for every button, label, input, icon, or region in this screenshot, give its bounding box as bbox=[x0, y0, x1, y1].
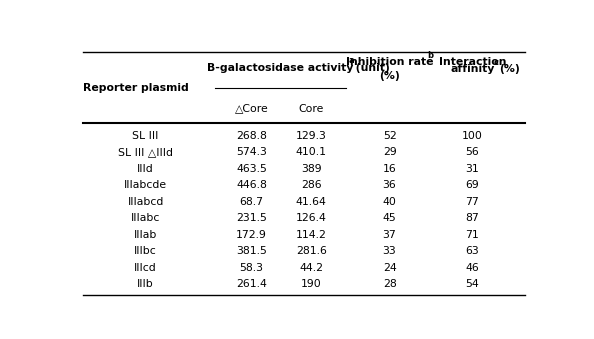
Text: 29: 29 bbox=[383, 147, 396, 157]
Text: Core: Core bbox=[299, 103, 324, 114]
Text: △Core: △Core bbox=[235, 103, 268, 114]
Text: SL III: SL III bbox=[132, 131, 159, 141]
Text: 69: 69 bbox=[466, 180, 479, 190]
Text: c: c bbox=[494, 58, 498, 67]
Text: 231.5: 231.5 bbox=[236, 213, 267, 223]
Text: IIIbc: IIIbc bbox=[134, 246, 157, 256]
Text: IIIabc: IIIabc bbox=[131, 213, 160, 223]
Text: 100: 100 bbox=[462, 131, 483, 141]
Text: Interaction: Interaction bbox=[439, 57, 506, 66]
Text: 36: 36 bbox=[383, 180, 396, 190]
Text: 54: 54 bbox=[466, 279, 479, 289]
Text: Reporter plasmid: Reporter plasmid bbox=[83, 83, 189, 93]
Text: 87: 87 bbox=[466, 213, 479, 223]
Text: 574.3: 574.3 bbox=[236, 147, 267, 157]
Text: IIIab: IIIab bbox=[134, 230, 157, 240]
Text: 63: 63 bbox=[466, 246, 479, 256]
Text: 281.6: 281.6 bbox=[296, 246, 327, 256]
Text: 172.9: 172.9 bbox=[236, 230, 267, 240]
Text: SL III △IIId: SL III △IIId bbox=[118, 147, 173, 157]
Text: 45: 45 bbox=[383, 213, 396, 223]
Text: 129.3: 129.3 bbox=[296, 131, 327, 141]
Text: (%): (%) bbox=[379, 71, 400, 81]
Text: 463.5: 463.5 bbox=[236, 164, 267, 174]
Text: 114.2: 114.2 bbox=[296, 230, 327, 240]
Text: 389: 389 bbox=[301, 164, 321, 174]
Text: 56: 56 bbox=[466, 147, 479, 157]
Text: (unit): (unit) bbox=[352, 63, 390, 73]
Text: b: b bbox=[427, 51, 434, 60]
Text: 261.4: 261.4 bbox=[236, 279, 267, 289]
Text: IIId: IIId bbox=[137, 164, 154, 174]
Text: 126.4: 126.4 bbox=[296, 213, 327, 223]
Text: Inhibition rate: Inhibition rate bbox=[346, 57, 434, 66]
Text: 40: 40 bbox=[383, 197, 397, 207]
Text: IIIabcde: IIIabcde bbox=[124, 180, 167, 190]
Text: IIIb: IIIb bbox=[137, 279, 154, 289]
Text: 286: 286 bbox=[301, 180, 321, 190]
Text: 71: 71 bbox=[466, 230, 479, 240]
Text: 31: 31 bbox=[466, 164, 479, 174]
Text: 77: 77 bbox=[466, 197, 479, 207]
Text: 446.8: 446.8 bbox=[236, 180, 267, 190]
Text: 46: 46 bbox=[466, 262, 479, 273]
Text: 52: 52 bbox=[383, 131, 396, 141]
Text: a: a bbox=[349, 56, 354, 65]
Text: B-galactosidase activity: B-galactosidase activity bbox=[207, 63, 353, 73]
Text: 410.1: 410.1 bbox=[296, 147, 327, 157]
Text: IIIabcd: IIIabcd bbox=[128, 197, 164, 207]
Text: 68.7: 68.7 bbox=[239, 197, 264, 207]
Text: 190: 190 bbox=[301, 279, 322, 289]
Text: 24: 24 bbox=[383, 262, 396, 273]
Text: 268.8: 268.8 bbox=[236, 131, 267, 141]
Text: 381.5: 381.5 bbox=[236, 246, 267, 256]
Text: 37: 37 bbox=[383, 230, 396, 240]
Text: 28: 28 bbox=[383, 279, 396, 289]
Text: 41.64: 41.64 bbox=[296, 197, 327, 207]
Text: 58.3: 58.3 bbox=[239, 262, 264, 273]
Text: (%): (%) bbox=[499, 64, 520, 74]
Text: affinity: affinity bbox=[450, 64, 495, 74]
Text: 44.2: 44.2 bbox=[299, 262, 323, 273]
Text: 33: 33 bbox=[383, 246, 396, 256]
Text: 16: 16 bbox=[383, 164, 396, 174]
Text: IIIcd: IIIcd bbox=[134, 262, 157, 273]
